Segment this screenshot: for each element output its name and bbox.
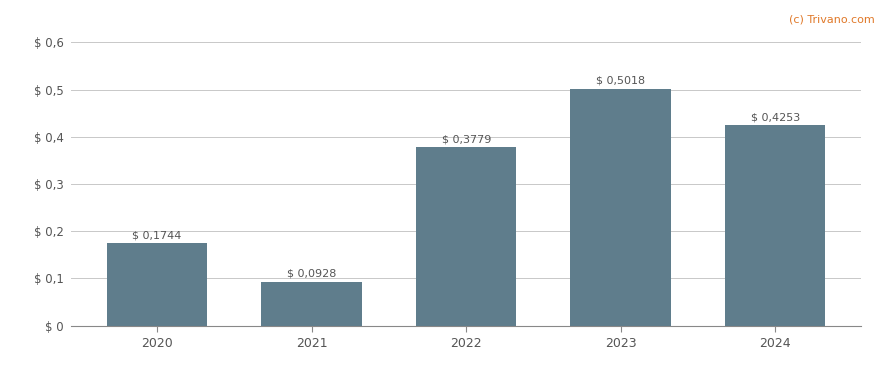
Text: $ 0,5018: $ 0,5018 bbox=[596, 76, 646, 86]
Text: $ 0,4253: $ 0,4253 bbox=[750, 112, 800, 122]
Bar bbox=[107, 243, 208, 326]
Text: $ 0,1744: $ 0,1744 bbox=[132, 231, 182, 240]
Bar bbox=[725, 125, 826, 326]
Text: $ 0,3779: $ 0,3779 bbox=[441, 134, 491, 144]
Text: (c) Trivano.com: (c) Trivano.com bbox=[789, 15, 875, 25]
Text: $ 0,0928: $ 0,0928 bbox=[287, 269, 337, 279]
Bar bbox=[416, 147, 517, 326]
Bar bbox=[570, 89, 671, 326]
Bar bbox=[261, 282, 362, 326]
